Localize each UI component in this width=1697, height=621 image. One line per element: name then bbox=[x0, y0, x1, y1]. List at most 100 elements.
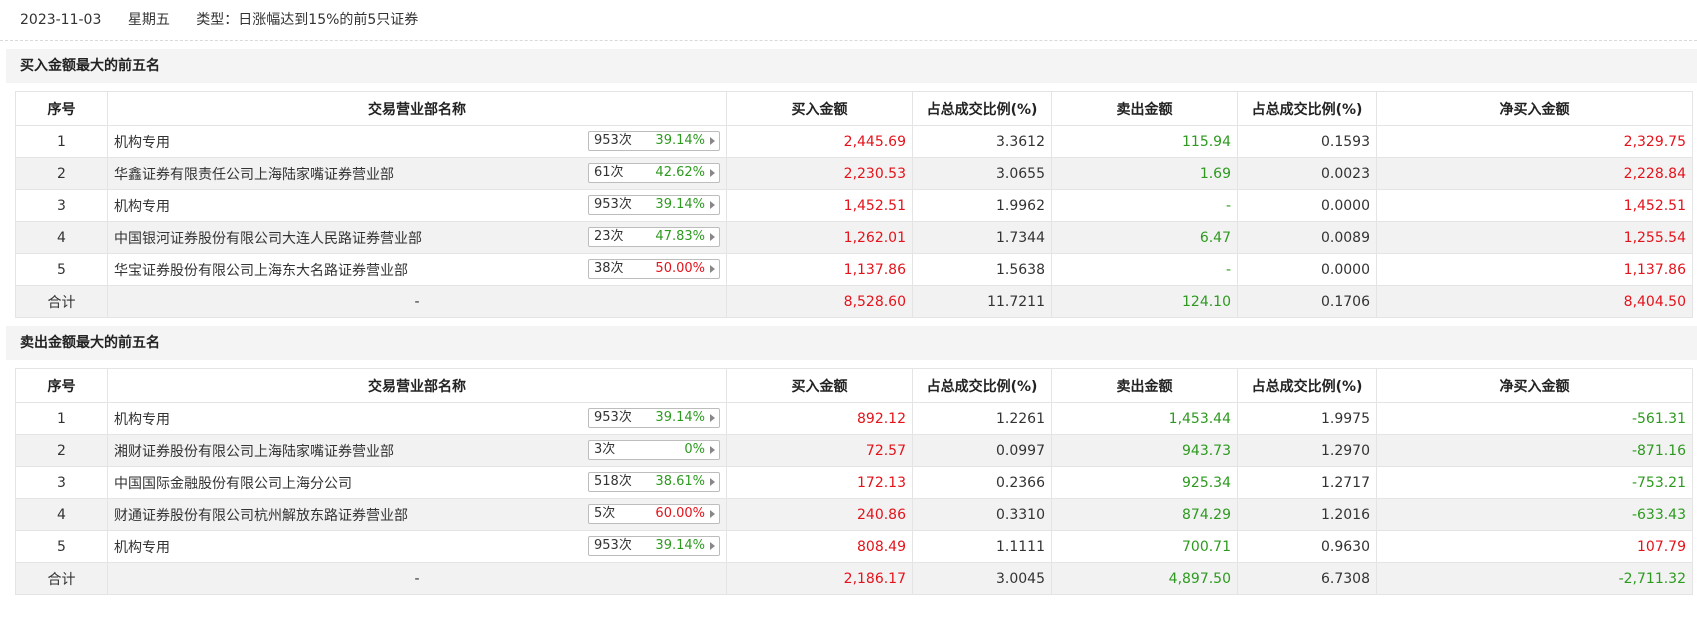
sell-amount: 925.34 bbox=[1051, 466, 1238, 499]
sell-amount: 700.71 bbox=[1051, 530, 1238, 563]
net-amount: 1,137.86 bbox=[1376, 253, 1693, 286]
sell-section-title: 卖出金额最大的前五名 bbox=[6, 326, 1697, 360]
broker-stat-button[interactable]: 953次 39.14% bbox=[588, 536, 720, 556]
buy-section-title: 买入金额最大的前五名 bbox=[6, 49, 1697, 83]
buy-ratio: 0.0997 bbox=[912, 434, 1052, 467]
sell-amount: 1.69 bbox=[1051, 157, 1238, 190]
total-buy-ratio: 11.7211 bbox=[912, 285, 1052, 318]
buy-ratio: 1.5638 bbox=[912, 253, 1052, 286]
sell-amount: - bbox=[1051, 253, 1238, 286]
total-label: 合计 bbox=[15, 562, 108, 595]
sell-amount: 1,453.44 bbox=[1051, 402, 1238, 435]
sell-ratio: 0.9630 bbox=[1237, 530, 1377, 563]
net-amount: -561.31 bbox=[1376, 402, 1693, 435]
broker-cell: 华鑫证券有限责任公司上海陆家嘴证券营业部 61次 42.62% bbox=[107, 157, 727, 190]
broker-count: 953次 bbox=[594, 410, 632, 425]
total-buy-amount: 2,186.17 bbox=[726, 562, 913, 595]
total-sell-amount: 4,897.50 bbox=[1051, 562, 1238, 595]
broker-count: 953次 bbox=[594, 197, 632, 212]
sell-ratio: 0.0089 bbox=[1237, 221, 1377, 254]
broker-cell: 华宝证券股份有限公司上海东大名路证券营业部 38次 50.00% bbox=[107, 253, 727, 286]
broker-name[interactable]: 机构专用 bbox=[114, 411, 170, 428]
broker-win-rate: 0% bbox=[684, 442, 705, 457]
table-header-row: 序号 交易营业部名称 买入金额 占总成交比例(%) 卖出金额 占总成交比例(%) 净买入金额 bbox=[15, 91, 1693, 126]
row-index: 5 bbox=[15, 253, 108, 286]
broker-cell: 机构专用 953次 39.14% bbox=[107, 189, 727, 222]
chevron-right-icon bbox=[710, 169, 715, 177]
broker-name[interactable]: 机构专用 bbox=[114, 134, 170, 151]
table-header-row: 序号 交易营业部名称 买入金额 占总成交比例(%) 卖出金额 占总成交比例(%) 净买入金额 bbox=[15, 368, 1693, 403]
buy-amount: 2,230.53 bbox=[726, 157, 913, 190]
buy-amount: 1,137.86 bbox=[726, 253, 913, 286]
sell-amount: 874.29 bbox=[1051, 498, 1238, 531]
table-row: 1 机构专用 953次 39.14% 2,445.69 3.3612 115.94 0.159… bbox=[15, 125, 1693, 158]
broker-cell: 机构专用 953次 39.14% bbox=[107, 530, 727, 563]
row-index: 4 bbox=[15, 221, 108, 254]
broker-stat-button[interactable]: 518次 38.61% bbox=[588, 472, 720, 492]
net-amount: 1,255.54 bbox=[1376, 221, 1693, 254]
broker-win-rate: 39.14% bbox=[655, 538, 705, 553]
row-index: 5 bbox=[15, 530, 108, 563]
broker-stat-button[interactable]: 953次 39.14% bbox=[588, 408, 720, 428]
table-row: 2 湘财证券股份有限公司上海陆家嘴证券营业部 3次 0% 72.57 0.0997 943.… bbox=[15, 434, 1693, 467]
sell-ratio: 0.0023 bbox=[1237, 157, 1377, 190]
broker-name[interactable]: 中国银河证券股份有限公司大连人民路证券营业部 bbox=[114, 230, 422, 247]
chevron-right-icon bbox=[710, 201, 715, 209]
buy-table: 序号 交易营业部名称 买入金额 占总成交比例(%) 卖出金额 占总成交比例(%) 净买入金额… bbox=[15, 91, 1693, 318]
broker-name[interactable]: 中国国际金融股份有限公司上海分公司 bbox=[114, 475, 352, 492]
column-header: 占总成交比例(%) bbox=[1237, 91, 1377, 126]
total-row: 合计 -2,186.17 3.0045 4,897.50 6.7308 -2,711.32 bbox=[15, 562, 1693, 595]
broker-stat-button[interactable]: 3次 0% bbox=[588, 440, 720, 460]
column-header: 占总成交比例(%) bbox=[1237, 368, 1377, 403]
buy-amount: 892.12 bbox=[726, 402, 913, 435]
table-row: 3 机构专用 953次 39.14% 1,452.51 1.9962-0.0000 1,45… bbox=[15, 189, 1693, 222]
broker-name[interactable]: 华宝证券股份有限公司上海东大名路证券营业部 bbox=[114, 262, 408, 279]
column-header: 净买入金额 bbox=[1376, 91, 1693, 126]
broker-cell: 湘财证券股份有限公司上海陆家嘴证券营业部 3次 0% bbox=[107, 434, 727, 467]
broker-count: 518次 bbox=[594, 474, 632, 489]
table-row: 1 机构专用 953次 39.14% 892.12 1.2261 1,453.44 1.997… bbox=[15, 402, 1693, 435]
broker-stat-button[interactable]: 953次 39.14% bbox=[588, 195, 720, 215]
total-sell-ratio: 0.1706 bbox=[1237, 285, 1377, 318]
broker-stat-button[interactable]: 61次 42.62% bbox=[588, 163, 720, 183]
chevron-right-icon bbox=[710, 478, 715, 486]
chevron-right-icon bbox=[710, 542, 715, 550]
sell-ratio: 0.0000 bbox=[1237, 253, 1377, 286]
sell-ratio: 1.2016 bbox=[1237, 498, 1377, 531]
chevron-right-icon bbox=[710, 233, 715, 241]
broker-win-rate: 39.14% bbox=[655, 197, 705, 212]
buy-amount: 808.49 bbox=[726, 530, 913, 563]
total-buy-ratio: 3.0045 bbox=[912, 562, 1052, 595]
broker-name[interactable]: 财通证券股份有限公司杭州解放东路证券营业部 bbox=[114, 507, 408, 524]
column-header: 序号 bbox=[15, 368, 108, 403]
chevron-right-icon bbox=[710, 446, 715, 454]
column-header: 卖出金额 bbox=[1051, 91, 1238, 126]
broker-name[interactable]: 湘财证券股份有限公司上海陆家嘴证券营业部 bbox=[114, 443, 394, 460]
chevron-right-icon bbox=[710, 414, 715, 422]
sell-ratio: 1.2970 bbox=[1237, 434, 1377, 467]
broker-count: 3次 bbox=[594, 442, 616, 457]
broker-count: 953次 bbox=[594, 538, 632, 553]
header-date: 2023-11-03 bbox=[20, 12, 102, 28]
sell-ratio: 0.0000 bbox=[1237, 189, 1377, 222]
sell-amount: 943.73 bbox=[1051, 434, 1238, 467]
broker-stat-button[interactable]: 5次 60.00% bbox=[588, 504, 720, 524]
row-index: 3 bbox=[15, 466, 108, 499]
broker-cell: 中国国际金融股份有限公司上海分公司 518次 38.61% bbox=[107, 466, 727, 499]
row-index: 2 bbox=[15, 434, 108, 467]
net-amount: -871.16 bbox=[1376, 434, 1693, 467]
broker-stat-button[interactable]: 23次 47.83% bbox=[588, 227, 720, 247]
broker-name[interactable]: 华鑫证券有限责任公司上海陆家嘴证券营业部 bbox=[114, 166, 394, 183]
broker-stat-button[interactable]: 38次 50.00% bbox=[588, 259, 720, 279]
table-row: 4 财通证券股份有限公司杭州解放东路证券营业部 5次 60.00% 240.86 0.33… bbox=[15, 498, 1693, 531]
broker-win-rate: 50.00% bbox=[655, 261, 705, 276]
broker-stat-button[interactable]: 953次 39.14% bbox=[588, 131, 720, 151]
net-amount: -753.21 bbox=[1376, 466, 1693, 499]
broker-cell: 中国银河证券股份有限公司大连人民路证券营业部 23次 47.83% bbox=[107, 221, 727, 254]
row-index: 4 bbox=[15, 498, 108, 531]
broker-name[interactable]: 机构专用 bbox=[114, 198, 170, 215]
broker-name[interactable]: 机构专用 bbox=[114, 539, 170, 556]
broker-count: 23次 bbox=[594, 229, 624, 244]
broker-cell: 机构专用 953次 39.14% bbox=[107, 125, 727, 158]
table-row: 2 华鑫证券有限责任公司上海陆家嘴证券营业部 61次 42.62% 2,230.53 3.… bbox=[15, 157, 1693, 190]
